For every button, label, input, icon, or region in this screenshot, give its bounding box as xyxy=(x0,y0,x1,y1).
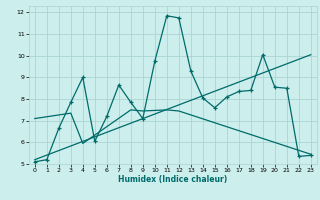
X-axis label: Humidex (Indice chaleur): Humidex (Indice chaleur) xyxy=(118,175,228,184)
